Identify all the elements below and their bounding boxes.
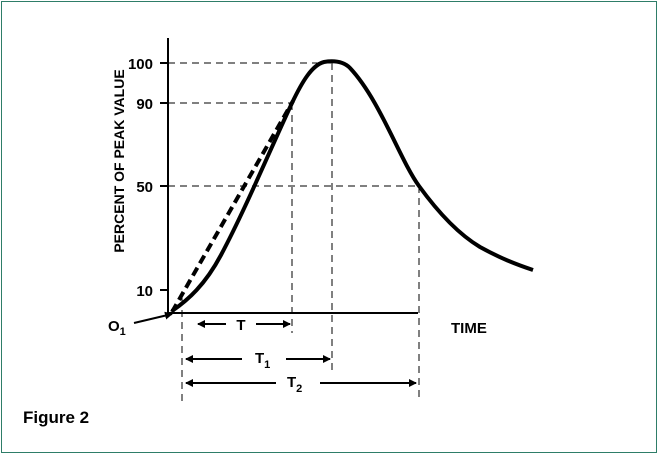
- figure-caption: Figure 2: [23, 408, 90, 427]
- origin-arrow: [133, 311, 173, 324]
- tick-label-10: 10: [136, 283, 153, 300]
- y-axis-label: PERCENT OF PEAK VALUE: [111, 69, 127, 252]
- origin-label: O1: [108, 318, 126, 338]
- tick-label-50: 50: [136, 179, 153, 196]
- tick-label-100: 100: [128, 56, 153, 73]
- virtual-front-line: [170, 100, 295, 313]
- x-axis-label: TIME: [451, 320, 487, 337]
- impulse-waveform-curve: [170, 59, 534, 313]
- t2-label: T2: [287, 374, 302, 395]
- tick-label-90: 90: [136, 96, 153, 113]
- t-label: T: [236, 317, 245, 334]
- t1-label: T1: [255, 350, 270, 371]
